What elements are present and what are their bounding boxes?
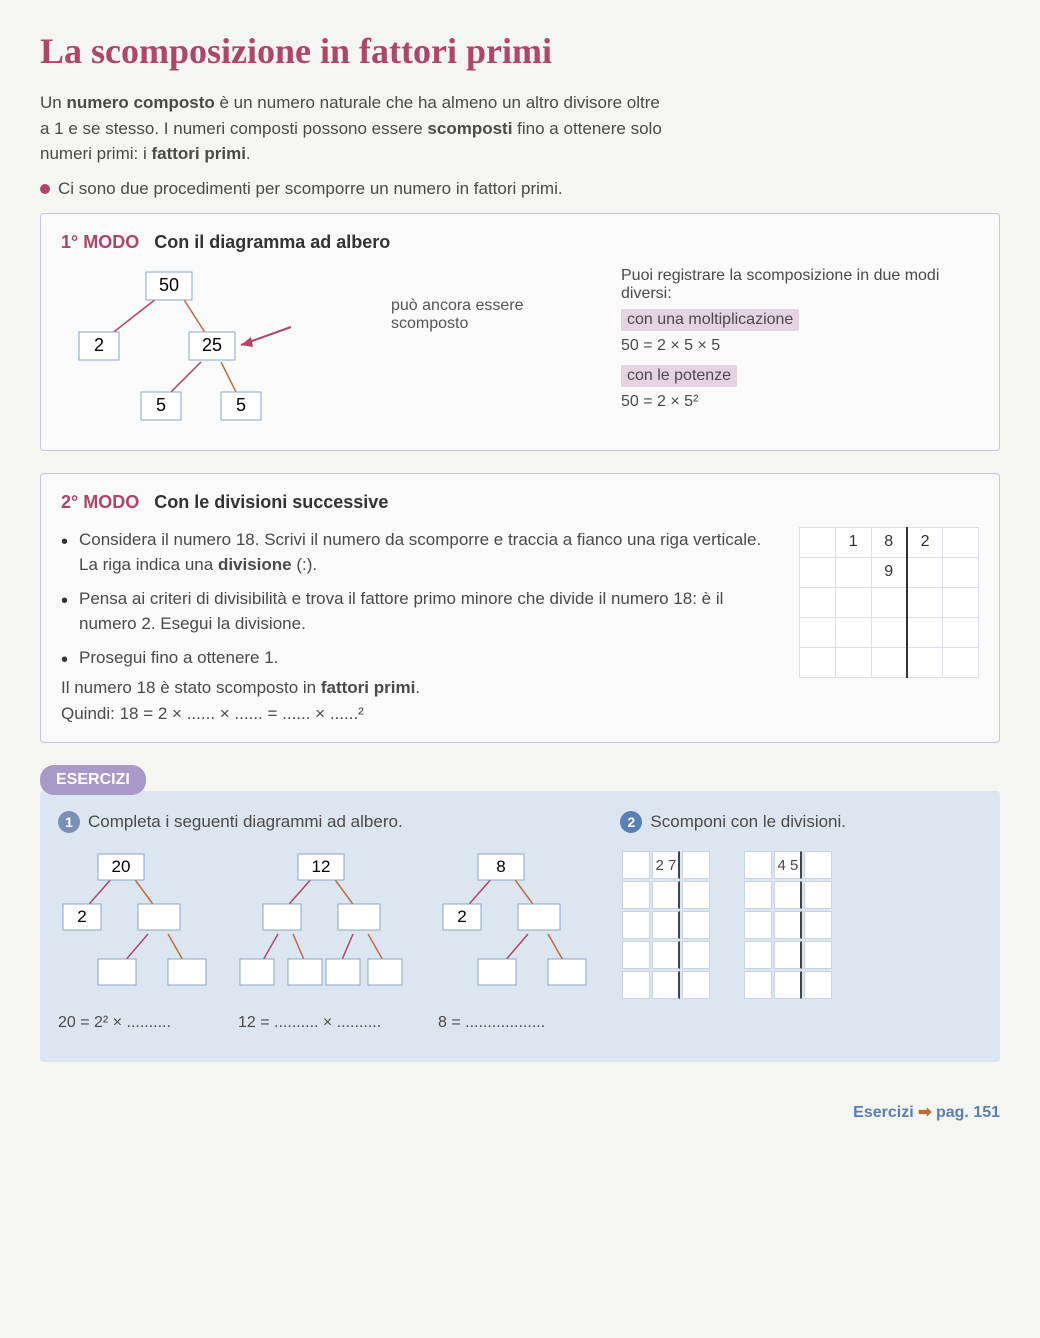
page-title: La scomposizione in fattori primi xyxy=(40,30,1000,72)
intro-text: . xyxy=(246,144,251,163)
modo2-heading: 2° MODO Con le divisioni successive xyxy=(61,492,979,513)
list-item: Considera il numero 18. Scrivi il numero… xyxy=(61,527,769,578)
modo1-panel: 1° MODO Con il diagramma ad albero 50 2 … xyxy=(40,213,1000,451)
ex2-badge: 2 xyxy=(620,811,642,833)
node-5a: 5 xyxy=(156,395,166,415)
tree-annotation: può ancora essere scomposto xyxy=(391,267,591,333)
tree-diagram: 50 2 25 5 5 xyxy=(61,267,361,432)
esercizi-tab: ESERCIZI xyxy=(40,765,146,795)
modo2-title: Con le divisioni successive xyxy=(154,492,388,512)
pow-label: con le potenze xyxy=(621,365,737,387)
anno-line2: scomposto xyxy=(391,315,468,332)
bullet-text: Ci sono due procedimenti per scomporre u… xyxy=(58,179,563,199)
footer-page: pag. 151 xyxy=(936,1104,1000,1121)
modo2-list: Considera il numero 18. Scrivi il numero… xyxy=(61,527,769,671)
footer: Esercizi ➡ pag. 151 xyxy=(40,1102,1000,1122)
intro-bold: fattori primi xyxy=(151,144,245,163)
tree-12: 12 12 = .......... × .......... xyxy=(238,849,408,1032)
esercizi-box: 1 Completa i seguenti diagrammi ad alber… xyxy=(40,791,1000,1062)
svg-text:2: 2 xyxy=(77,907,86,926)
eq-12: 12 = .......... × .......... xyxy=(238,1014,408,1032)
mult-label: con una moltiplicazione xyxy=(621,309,799,331)
eq-8: 8 = .................. xyxy=(438,1014,588,1032)
bullet-line: Ci sono due procedimenti per scomporre u… xyxy=(40,179,1000,199)
svg-text:8: 8 xyxy=(496,857,505,876)
intro-text: Un xyxy=(40,93,66,112)
intro-text: numeri primi: i xyxy=(40,144,151,163)
intro-text: a 1 e se stesso. I numeri composti posso… xyxy=(40,119,427,138)
bullet-icon xyxy=(40,184,50,194)
pow-eq: 50 = 2 × 5² xyxy=(621,393,979,411)
footer-label: Esercizi xyxy=(853,1104,913,1121)
exercise-2: 2 Scomponi con le divisioni. 2 7 4 5 xyxy=(620,811,982,1001)
intro-bold: numero composto xyxy=(66,93,214,112)
svg-text:12: 12 xyxy=(312,857,331,876)
anno-line1: può ancora essere xyxy=(391,297,524,314)
ex1-text: Completa i seguenti diagrammi ad albero. xyxy=(88,812,403,832)
eq-20: 20 = 2² × .......... xyxy=(58,1014,208,1032)
tree-svg: 50 2 25 5 5 xyxy=(61,267,301,427)
ex1-badge: 1 xyxy=(58,811,80,833)
right-head: Puoi registrare la scomposizione in due … xyxy=(621,267,979,303)
division-grid-18: 182 9 xyxy=(799,527,979,678)
modo1-heading: 1° MODO Con il diagramma ad albero xyxy=(61,232,979,253)
division-grid-27: 2 7 xyxy=(620,849,712,1001)
intro-bold: scomposti xyxy=(427,119,512,138)
list-item: Pensa ai criteri di divisibilità e trova… xyxy=(61,586,769,637)
svg-text:20: 20 xyxy=(112,857,131,876)
intro-paragraph: Un numero composto è un numero naturale … xyxy=(40,90,1000,167)
division-grid-45: 4 5 xyxy=(742,849,834,1001)
list-item: Prosegui fino a ottenere 1. xyxy=(61,645,769,671)
mult-eq: 50 = 2 × 5 × 5 xyxy=(621,337,979,355)
node-50: 50 xyxy=(159,275,179,295)
svg-text:2: 2 xyxy=(457,907,466,926)
node-5b: 5 xyxy=(236,395,246,415)
modo1-ord: 1° MODO xyxy=(61,232,139,252)
tree-20: 20 2 20 = 2² × .......... xyxy=(58,849,208,1032)
modo2-panel: 2° MODO Con le divisioni successive Cons… xyxy=(40,473,1000,744)
exercise-1: 1 Completa i seguenti diagrammi ad alber… xyxy=(58,811,600,1032)
arrow-icon: ➡ xyxy=(918,1104,936,1121)
intro-text: è un numero naturale che ha almeno un al… xyxy=(215,93,660,112)
node-2: 2 xyxy=(94,335,104,355)
modo1-title: Con il diagramma ad albero xyxy=(154,232,390,252)
intro-text: fino a ottenere solo xyxy=(512,119,661,138)
modo2-ord: 2° MODO xyxy=(61,492,139,512)
tree-8: 8 2 8 = .................. xyxy=(438,849,588,1032)
modo2-bottom1: Il numero 18 è stato scomposto in fattor… xyxy=(61,678,769,698)
node-25: 25 xyxy=(202,335,222,355)
modo2-bottom2: Quindi: 18 = 2 × ...... × ...... = .....… xyxy=(61,704,769,724)
ex2-text: Scomponi con le divisioni. xyxy=(650,812,846,832)
modo1-right: Puoi registrare la scomposizione in due … xyxy=(621,267,979,417)
